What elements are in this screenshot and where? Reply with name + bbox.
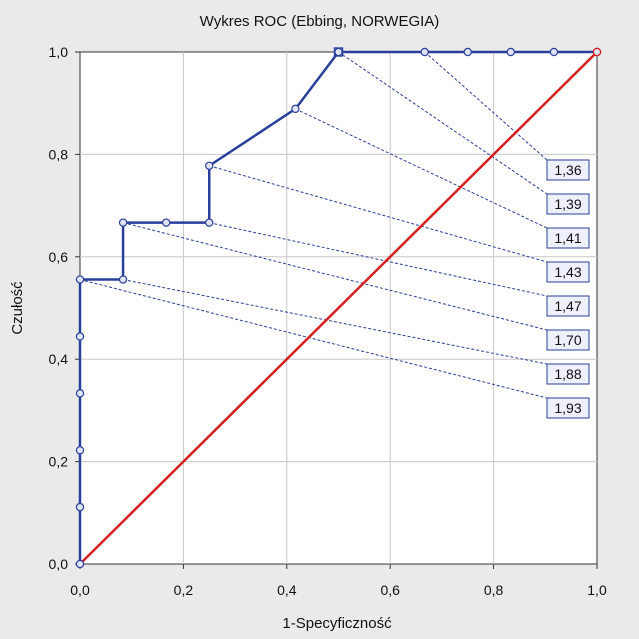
roc-point bbox=[420, 47, 429, 57]
x-tick-label: 0,4 bbox=[277, 582, 297, 598]
x-tick-label: 0,8 bbox=[484, 582, 504, 598]
cutoff-leader-line bbox=[209, 165, 548, 263]
cutoff-label: 1,88 bbox=[554, 366, 581, 382]
x-tick-label: 1,0 bbox=[587, 582, 607, 598]
roc-point bbox=[334, 47, 343, 57]
roc-point bbox=[75, 332, 85, 341]
cutoff-label-box bbox=[546, 363, 590, 385]
cutoff-leader-line bbox=[424, 51, 548, 161]
y-tick-label: 0,6 bbox=[49, 249, 69, 265]
cutoff-leader-line bbox=[79, 279, 548, 399]
cutoff-label-box bbox=[546, 397, 590, 419]
chart-title: Wykres ROC (Ebbing, NORWEGIA) bbox=[200, 13, 440, 30]
roc-point bbox=[75, 502, 85, 512]
cutoff-label: 1,70 bbox=[554, 332, 581, 348]
cutoff-annotations: 1,36 1,39 1,41 1,43 1,47 1,70 1,88 1,93 bbox=[79, 51, 590, 419]
roc-point bbox=[75, 446, 85, 455]
cutoff-label: 1,41 bbox=[554, 230, 581, 246]
roc-point bbox=[463, 47, 472, 57]
cutoff-label-box bbox=[546, 227, 590, 249]
cutoff-leader-line bbox=[122, 222, 548, 331]
reference-diagonal-line bbox=[79, 51, 598, 565]
cutoff-leader-line bbox=[209, 222, 548, 297]
roc-point bbox=[205, 161, 214, 170]
cutoff-label-box bbox=[546, 193, 590, 215]
cutoff-label: 1,47 bbox=[554, 298, 581, 314]
roc-point bbox=[75, 559, 85, 569]
x-tick-label: 0,2 bbox=[174, 582, 194, 598]
cutoff-label-box bbox=[546, 261, 590, 283]
cutoff-label: 1,39 bbox=[554, 196, 581, 212]
x-tick-label: 0,6 bbox=[380, 582, 400, 598]
y-axis-title: Czułość bbox=[9, 281, 26, 335]
cutoff-label: 1,43 bbox=[554, 264, 581, 280]
y-tick-label: 0,8 bbox=[49, 146, 69, 162]
roc-point bbox=[118, 218, 128, 227]
y-tick-label: 0,0 bbox=[49, 556, 69, 572]
cutoff-label: 1,93 bbox=[554, 400, 581, 416]
y-tick-label: 0,2 bbox=[49, 454, 69, 470]
cutoff-label-box bbox=[546, 295, 590, 317]
roc-point bbox=[291, 104, 300, 114]
cutoff-label: 1,36 bbox=[554, 162, 581, 178]
y-tick-label: 1,0 bbox=[49, 44, 69, 60]
cutoff-leader-line bbox=[295, 108, 548, 229]
axis-ticks: 0,0 0,2 0,4 0,6 0,8 1,0 0,0 0,2 0,4 0,6 0,8 1,0 bbox=[49, 44, 607, 598]
roc-point bbox=[205, 218, 214, 227]
y-tick-label: 0,4 bbox=[49, 351, 69, 367]
cutoff-leader-line bbox=[338, 51, 548, 195]
x-axis-title: 1-Specyficzność bbox=[282, 615, 392, 632]
roc-point bbox=[506, 47, 516, 57]
roc-point bbox=[75, 389, 85, 398]
highlighted-point-marker bbox=[333, 47, 344, 57]
cutoff-label-box bbox=[546, 159, 590, 181]
series-layer bbox=[75, 47, 602, 569]
roc-point bbox=[549, 47, 559, 57]
cutoff-leader-line bbox=[122, 279, 548, 365]
roc-point bbox=[75, 275, 85, 284]
diagonal-end-point bbox=[592, 47, 602, 57]
roc-curve-line bbox=[78, 50, 597, 564]
roc-point bbox=[118, 275, 128, 284]
grid-lines bbox=[80, 52, 597, 564]
x-tick-label: 0,0 bbox=[70, 582, 90, 598]
roc-point bbox=[161, 218, 171, 227]
cutoff-label-box bbox=[546, 329, 590, 351]
